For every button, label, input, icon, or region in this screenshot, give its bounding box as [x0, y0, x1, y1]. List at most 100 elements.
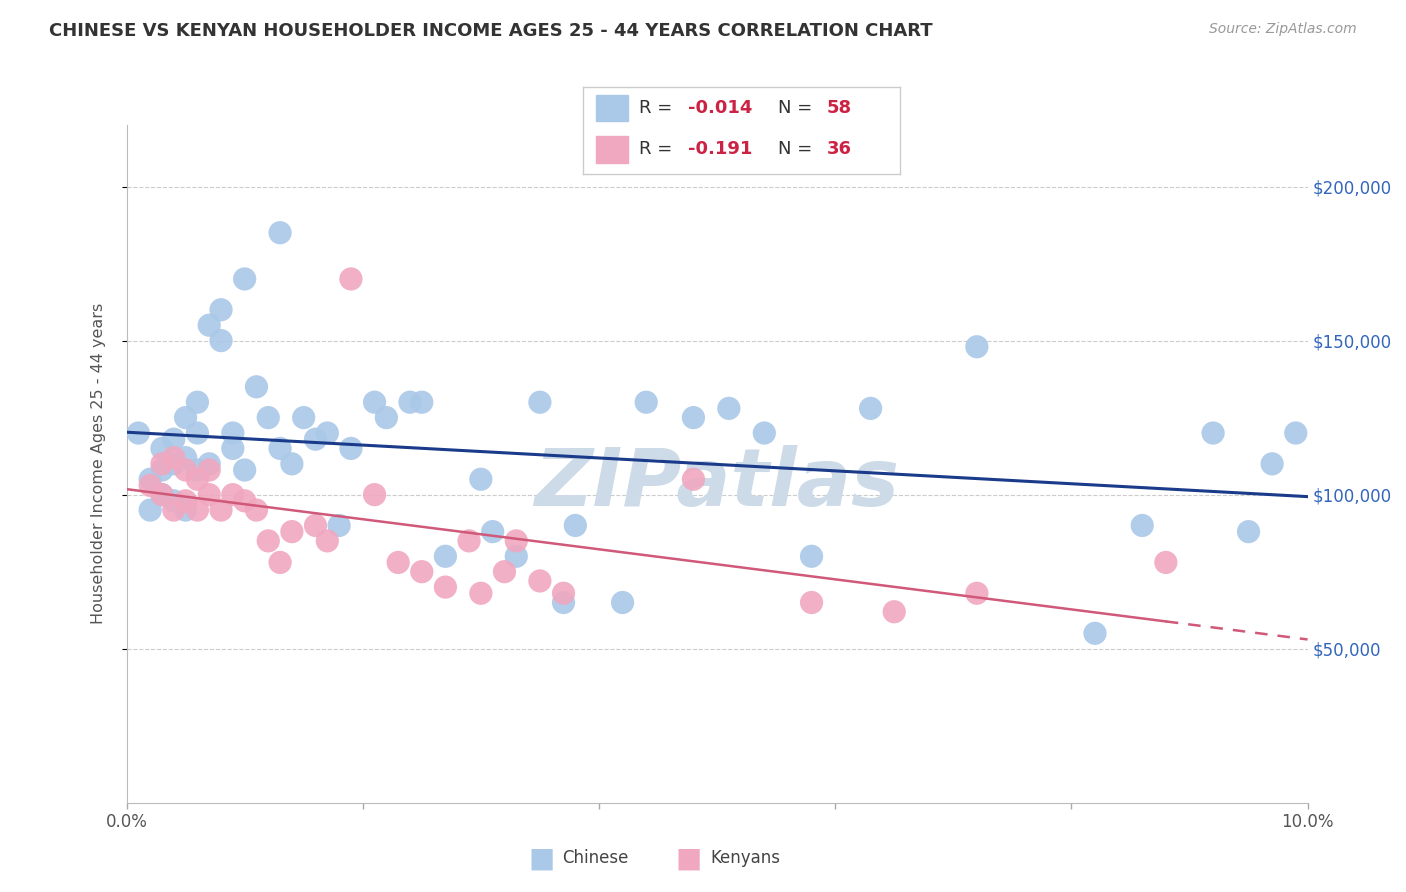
Text: CHINESE VS KENYAN HOUSEHOLDER INCOME AGES 25 - 44 YEARS CORRELATION CHART: CHINESE VS KENYAN HOUSEHOLDER INCOME AGE… — [49, 22, 932, 40]
Point — [340, 442, 363, 456]
Point — [198, 488, 221, 502]
Point — [163, 450, 186, 465]
Point — [458, 533, 481, 548]
Point — [281, 457, 304, 471]
Point — [245, 380, 267, 394]
Text: N =: N = — [778, 140, 818, 158]
Point — [340, 272, 363, 286]
Point — [257, 533, 280, 548]
Point — [174, 503, 197, 517]
Point — [222, 488, 245, 502]
Text: R =: R = — [638, 99, 678, 117]
Point — [505, 549, 527, 564]
Point — [434, 580, 457, 594]
Point — [1202, 425, 1225, 440]
Point — [127, 425, 149, 440]
Point — [411, 395, 433, 409]
Point — [150, 457, 173, 471]
Point — [399, 395, 422, 409]
Point — [505, 533, 527, 548]
Point — [150, 488, 173, 502]
Point — [1084, 626, 1107, 640]
Point — [434, 549, 457, 564]
Point — [150, 488, 173, 502]
Text: 36: 36 — [827, 140, 852, 158]
Point — [139, 472, 162, 486]
Point — [150, 463, 173, 477]
Point — [1130, 518, 1153, 533]
Bar — [596, 95, 627, 121]
Point — [163, 493, 186, 508]
Point — [316, 425, 339, 440]
Point — [209, 334, 232, 348]
Point — [481, 524, 503, 539]
Point — [174, 410, 197, 425]
Point — [186, 395, 208, 409]
Point — [682, 410, 704, 425]
Point — [553, 586, 575, 600]
Point — [257, 410, 280, 425]
Point — [470, 586, 492, 600]
Point — [529, 395, 551, 409]
Point — [304, 518, 326, 533]
Point — [174, 463, 197, 477]
Text: N =: N = — [778, 99, 818, 117]
Text: -0.191: -0.191 — [688, 140, 752, 158]
Point — [363, 395, 385, 409]
Point — [966, 340, 988, 354]
Point — [198, 463, 221, 477]
Text: Chinese: Chinese — [562, 849, 628, 867]
Point — [150, 442, 173, 456]
Point — [800, 549, 823, 564]
Point — [1237, 524, 1260, 539]
Point — [1285, 425, 1308, 440]
Y-axis label: Householder Income Ages 25 - 44 years: Householder Income Ages 25 - 44 years — [91, 303, 105, 624]
Point — [174, 493, 197, 508]
Text: Source: ZipAtlas.com: Source: ZipAtlas.com — [1209, 22, 1357, 37]
Text: 58: 58 — [827, 99, 852, 117]
Point — [163, 457, 186, 471]
Text: -0.014: -0.014 — [688, 99, 752, 117]
Point — [163, 432, 186, 446]
Point — [754, 425, 776, 440]
Text: R =: R = — [638, 140, 678, 158]
Point — [269, 442, 291, 456]
Point — [139, 503, 162, 517]
Point — [564, 518, 586, 533]
Point — [281, 524, 304, 539]
Text: ZIPatlas: ZIPatlas — [534, 445, 900, 524]
Point — [269, 226, 291, 240]
Point — [800, 595, 823, 609]
Point — [186, 463, 208, 477]
Point — [883, 605, 905, 619]
Point — [1261, 457, 1284, 471]
Point — [494, 565, 516, 579]
Text: ■: ■ — [676, 844, 702, 872]
Point — [859, 401, 882, 416]
Point — [304, 432, 326, 446]
Point — [717, 401, 740, 416]
Point — [186, 472, 208, 486]
Point — [245, 503, 267, 517]
Point — [174, 450, 197, 465]
Point — [292, 410, 315, 425]
Point — [233, 493, 256, 508]
Point — [636, 395, 658, 409]
Point — [375, 410, 398, 425]
Point — [139, 478, 162, 492]
Point — [269, 556, 291, 570]
Point — [363, 488, 385, 502]
Point — [209, 302, 232, 317]
Point — [553, 595, 575, 609]
Point — [328, 518, 350, 533]
Point — [163, 503, 186, 517]
Point — [222, 425, 245, 440]
Bar — [596, 136, 627, 162]
Point — [198, 318, 221, 333]
Point — [682, 472, 704, 486]
Point — [470, 472, 492, 486]
Point — [612, 595, 634, 609]
Point — [529, 574, 551, 588]
Point — [233, 272, 256, 286]
Text: Kenyans: Kenyans — [710, 849, 780, 867]
